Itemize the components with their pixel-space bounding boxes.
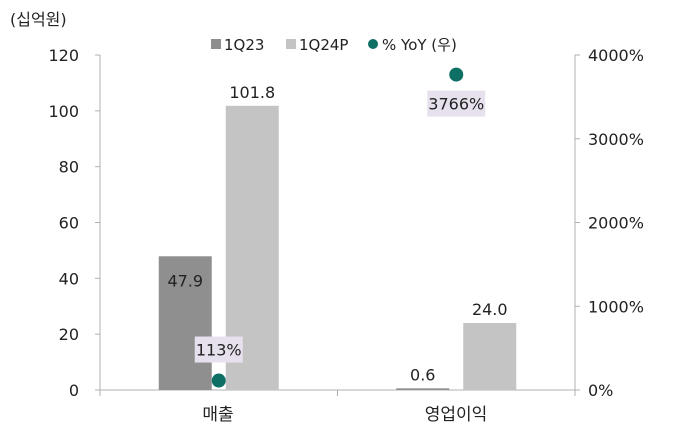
y-tick-label: 0 bbox=[69, 381, 79, 400]
legend-label-yoy: % YoY (우) bbox=[382, 36, 457, 54]
y2-tick-label: 3000% bbox=[588, 130, 644, 149]
legend-marker-yoy bbox=[368, 39, 378, 49]
category-label-sales: 매출 bbox=[202, 405, 233, 425]
bar-value-label: 0.6 bbox=[410, 365, 435, 384]
y-axis-unit-label: (십억원) bbox=[10, 10, 67, 29]
y-tick-label: 100 bbox=[48, 102, 79, 121]
category-label-operating-profit: 영업이익 bbox=[425, 405, 488, 425]
y2-tick-label: 4000% bbox=[588, 46, 644, 65]
bar-1q23-1 bbox=[396, 388, 450, 390]
y2-tick-label: 1000% bbox=[588, 297, 644, 316]
y-tick-label: 80 bbox=[59, 158, 79, 177]
y2-tick-label: 0% bbox=[588, 381, 613, 400]
yoy-value-label: 3766% bbox=[428, 95, 484, 114]
legend-label-1q24p: 1Q24P bbox=[299, 36, 348, 54]
bar-1q23-0 bbox=[158, 256, 212, 390]
yoy-value-label: 113% bbox=[196, 341, 242, 360]
legend-label-1q23: 1Q23 bbox=[224, 36, 264, 54]
y2-tick-label: 2000% bbox=[588, 214, 644, 233]
y-tick-label: 20 bbox=[59, 325, 79, 344]
legend-swatch-1q23 bbox=[211, 39, 221, 49]
yoy-point bbox=[211, 373, 226, 388]
y-tick-label: 40 bbox=[59, 269, 79, 288]
y-tick-label: 60 bbox=[59, 214, 79, 233]
bar-value-label: 101.8 bbox=[229, 83, 275, 102]
yoy-point bbox=[449, 67, 464, 82]
legend: 1Q23 1Q24P % YoY (우) bbox=[211, 36, 457, 54]
bar-value-label: 24.0 bbox=[472, 300, 508, 319]
bar-1q24p-1 bbox=[463, 323, 517, 390]
yoy-label-box bbox=[427, 90, 486, 117]
bar-value-label: 47.9 bbox=[167, 271, 203, 290]
y-tick-label: 120 bbox=[48, 46, 79, 65]
yoy-label-box bbox=[194, 336, 243, 363]
legend-swatch-1q24p bbox=[286, 39, 296, 49]
